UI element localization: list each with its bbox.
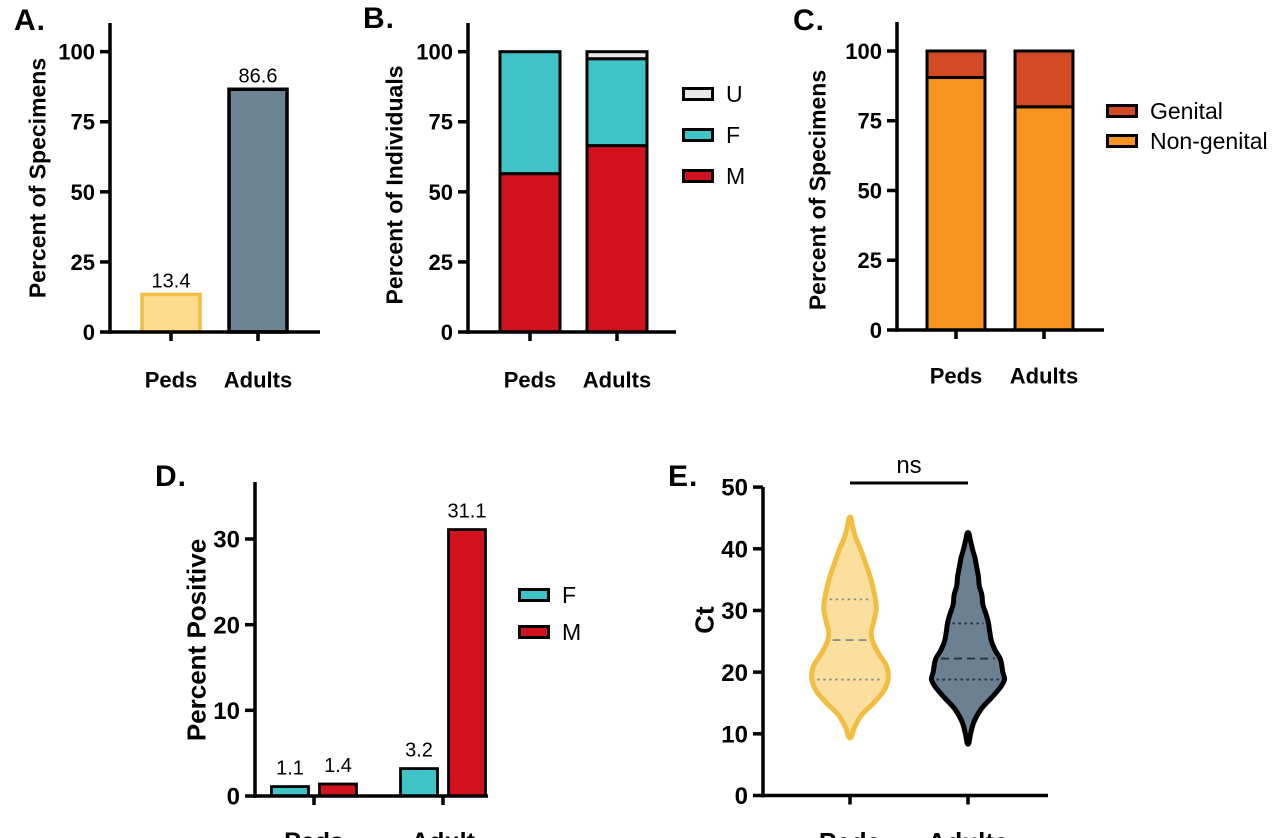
legend-label: Non-genital: [1150, 128, 1268, 154]
y-axis-tick-label: 100: [416, 40, 453, 65]
panel-a-chart: 13.4 86.6 0 25 50 75 100 Peds Adults: [58, 23, 320, 393]
legend-label: Genital: [1150, 98, 1223, 124]
legend-swatch-m: [518, 625, 550, 639]
legend-item-u: U: [682, 81, 745, 107]
panel-b-label: B.: [363, 2, 395, 35]
y-axis-tick-label: 0: [83, 320, 95, 345]
panel-c-label: C.: [793, 4, 825, 37]
legend-item-f: F: [518, 582, 581, 608]
y-axis-tick-label: 50: [721, 475, 748, 502]
legend-item-m: M: [518, 619, 582, 645]
x-category-label: Adults: [928, 827, 1009, 838]
bar-value-label: 86.6: [239, 65, 278, 87]
panel-e-label: E.: [668, 460, 699, 493]
y-axis-tick-label: 20: [213, 612, 240, 639]
panel-e-chart: 0 10 20 30 40 50 Peds Adults ns: [721, 452, 1048, 838]
y-axis-tick-label: 25: [71, 250, 95, 275]
segment-genital-adults: [1013, 49, 1075, 109]
bar-value-label: 1.4: [324, 755, 352, 777]
y-axis-tick-label: 100: [58, 40, 95, 65]
legend-label: M: [562, 619, 582, 645]
y-axis-tick-label: 50: [429, 180, 453, 205]
legend-swatch-m: [682, 169, 714, 183]
panel-a-label: A.: [14, 4, 46, 37]
significance-label: ns: [896, 452, 921, 479]
bar-m-adult: [447, 528, 487, 798]
x-category-label: Peds: [145, 368, 198, 393]
segment-m-adults: [585, 144, 649, 334]
panel-b: B. Percent of Individuals 0 25 50 75 100 Peds…: [360, 0, 760, 400]
panel-d-label: D.: [155, 460, 187, 493]
y-axis-tick-label: 0: [870, 318, 882, 343]
legend-swatch-f: [682, 128, 714, 142]
legend-swatch-u: [682, 87, 714, 101]
violin-adults: [928, 530, 1008, 747]
legend-swatch-non-genital: [1106, 134, 1138, 148]
segment-f-adults: [585, 57, 649, 148]
bar-value-label: 31.1: [448, 501, 487, 523]
legend-label: M: [726, 163, 746, 189]
y-axis-tick-label: 50: [858, 178, 882, 203]
panel-d: D. Percent Positive 1.1 3.2 1.4 31.1 0 10 20 30…: [140, 440, 650, 838]
bar-value-label: 13.4: [152, 270, 191, 292]
panel-c-legend: Genital Non-genital: [1106, 98, 1268, 154]
y-axis-tick-label: 25: [429, 250, 453, 275]
legend-label: F: [726, 122, 741, 148]
y-axis-tick-label: 75: [429, 110, 453, 135]
bar-m-peds: [318, 782, 358, 798]
panel-d-chart: 1.1 3.2 1.4 31.1 0 10 20 30 Peds Adult: [213, 482, 488, 838]
y-axis-tick-label: 75: [71, 110, 95, 135]
legend-item-f: F: [682, 122, 745, 148]
y-axis-tick-label: 0: [227, 784, 240, 811]
x-category-label: Adults: [1010, 364, 1078, 389]
y-axis-tick-label: 75: [858, 109, 882, 134]
segment-non-genital-peds: [925, 76, 987, 332]
segment-f-peds: [498, 50, 562, 176]
y-axis-tick-label: 50: [71, 180, 95, 205]
x-category-label: Peds: [930, 364, 983, 389]
legend-item-m: M: [682, 163, 746, 189]
x-category-label: Peds: [504, 368, 557, 393]
y-axis-tick-label: 30: [213, 527, 240, 554]
x-category-label: Adult: [411, 828, 476, 838]
legend-item-genital: Genital: [1106, 98, 1268, 124]
legend-swatch-f: [518, 588, 550, 602]
segment-u-adults: [585, 50, 649, 61]
bar-value-label: 1.1: [276, 758, 304, 780]
y-axis-tick-label: 30: [721, 598, 748, 625]
bar-adults: [227, 87, 289, 334]
legend-label: U: [726, 81, 743, 107]
panel-c: C. Percent of Specimens 0 25 50 75 100 Peds Ad…: [760, 0, 1280, 400]
x-category-label: Peds: [284, 828, 344, 838]
segment-genital-peds: [925, 49, 987, 80]
segment-m-peds: [498, 172, 562, 334]
bar-peds: [140, 292, 202, 334]
y-axis-tick-label: 10: [721, 721, 748, 748]
y-axis-tick-label: 10: [213, 698, 240, 725]
y-axis-tick-label: 25: [858, 248, 882, 273]
x-category-label: Adults: [224, 368, 292, 393]
y-axis-tick-label: 0: [441, 320, 453, 345]
panel-c-chart: 0 25 50 75 100 Peds Adults: [845, 22, 1104, 389]
x-category-label: Peds: [819, 827, 881, 838]
bar-f-adult: [399, 767, 439, 798]
violin-peds: [809, 514, 891, 741]
panel-e: E. Ct 01020304050PedsAdultsns: [640, 440, 1110, 838]
segment-non-genital-adults: [1013, 105, 1075, 332]
legend-label: F: [562, 582, 577, 608]
y-axis-tick-label: 40: [721, 536, 748, 563]
panel-b-chart: 0 25 50 75 100 Peds Adults: [416, 23, 676, 393]
y-axis-tick-label: 20: [721, 660, 748, 687]
x-category-label: Adults: [583, 368, 651, 393]
bar-value-label: 3.2: [405, 740, 433, 762]
y-axis-tick-label: 100: [845, 39, 882, 64]
legend-swatch-genital: [1106, 104, 1138, 118]
legend-item-non-genital: Non-genital: [1106, 128, 1268, 154]
y-axis-tick-label: 0: [735, 783, 748, 810]
panel-a: A. Percent of Specimens 13.4 86.6 0 25 50 75 1…: [0, 0, 360, 400]
